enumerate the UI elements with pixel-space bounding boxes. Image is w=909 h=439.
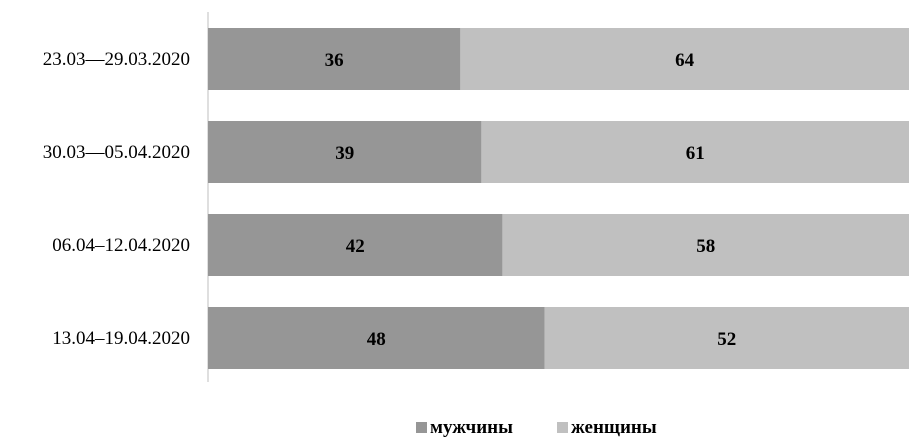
legend-swatch-men [416, 422, 427, 433]
data-label: 48 [367, 329, 386, 350]
data-label: 52 [717, 329, 736, 350]
data-label: 39 [335, 143, 354, 164]
bar-segment-men [208, 28, 461, 90]
bar-segment-women [481, 121, 909, 183]
bar-segment-men [208, 307, 545, 369]
bar-segment-men [208, 214, 503, 276]
legend-label: женщины [571, 417, 657, 438]
legend: мужчины женщины [416, 417, 657, 438]
category-label: 06.04–12.04.2020 [52, 235, 190, 256]
data-label: 58 [696, 236, 715, 257]
bar-segment-men [208, 121, 482, 183]
bar-segment-women [460, 28, 909, 90]
legend-swatch-women [557, 422, 568, 433]
bar-segment-women [544, 307, 909, 369]
data-label: 42 [346, 236, 365, 257]
category-label: 23.03—29.03.2020 [43, 49, 190, 70]
data-label: 61 [686, 143, 705, 164]
labels-layer: 23.03—29.03.2020 36 64 30.03—05.04.2020 39 61… [43, 49, 736, 350]
category-label: 13.04–19.04.2020 [52, 328, 190, 349]
category-label: 30.03—05.04.2020 [43, 142, 190, 163]
bar-segment-women [502, 214, 909, 276]
bars-layer [208, 28, 909, 369]
data-label: 64 [675, 50, 695, 71]
data-label: 36 [325, 50, 344, 71]
legend-label: мужчины [430, 417, 513, 438]
